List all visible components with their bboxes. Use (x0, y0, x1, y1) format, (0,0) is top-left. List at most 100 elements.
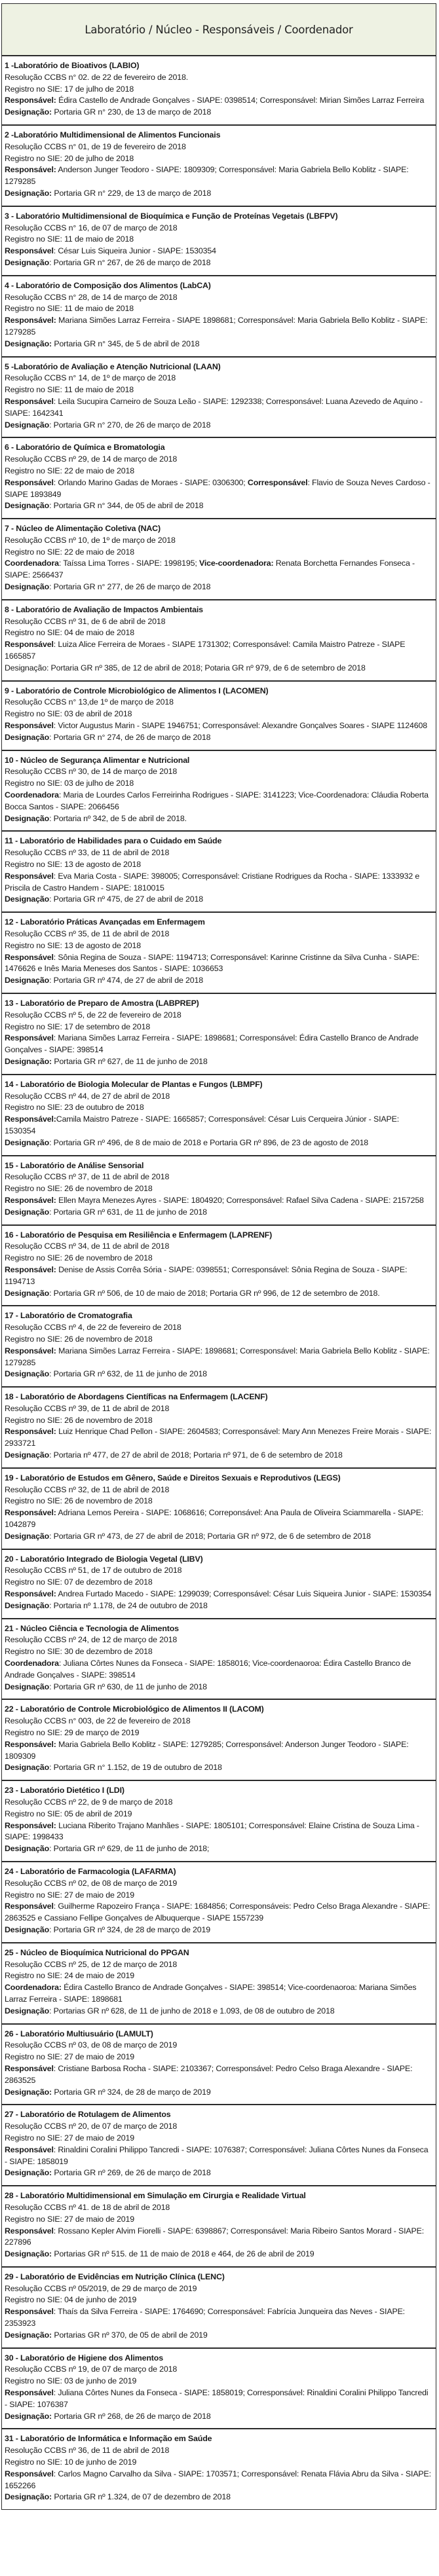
field-value: : Portaria GR n° 274, de 26 de março de … (49, 732, 211, 742)
lab-detail-line: Designação: Portaria GR n° 1.152, de 19 … (5, 1762, 432, 1774)
table-row: 17 - Laboratório de Cromatografia Resoluç… (2, 1306, 436, 1388)
lab-detail-line: Responsável: Maria Gabriela Bello Koblit… (5, 1739, 432, 1763)
field-value: Registro no SIE: 13 de agosto de 2018 (5, 860, 141, 870)
field-value: Andrea Furtado Macedo - SIAPE: 1299039; … (56, 1589, 432, 1599)
field-label: Designação: (5, 2330, 52, 2340)
field-label: Responsável (5, 477, 54, 487)
lab-detail-line: Resolução CCBS nº 4, de 22 de fevereiro … (5, 1322, 432, 1334)
field-value: Resolução CCBS nº 34, de 11 de abril de … (5, 1242, 170, 1251)
field-value: Portaria GR nº 324, de 28 de março de 20… (52, 2087, 211, 2097)
lab-detail-line: Resolução CCBS nº 05/2019, de 29 de març… (5, 2283, 432, 2295)
field-label: Designação (5, 894, 50, 904)
field-label: Designação (5, 1600, 50, 1610)
field-value: : Sônia Regina de Souza - SIAPE: 1194713… (5, 952, 419, 974)
lab-title: 19 - Laboratório de Estudos em Gênero, S… (5, 1473, 341, 1482)
field-value: Ellen Mayra Menezes Ayres - SIAPE: 18049… (56, 1195, 424, 1205)
field-value: : Portaria GR nº 474, de 27 de abril de … (49, 976, 203, 985)
field-label: Designação (5, 732, 50, 742)
field-value: Registro no SIE: 27 de maio de 2019 (5, 2052, 134, 2062)
table-row: 23 - Laboratório Dietético I (LDI) Resolu… (2, 1781, 436, 1862)
lab-detail-line: Designação: Portaria GR nº 474, de 27 de… (5, 975, 432, 987)
field-value: Registro no SIE: 22 de maio de 2018 (5, 547, 134, 557)
table-row: 19 - Laboratório de Estudos em Gênero, S… (2, 1469, 436, 1550)
field-value: Registro no SIE: 17 de setembro de 2018 (5, 1021, 151, 1031)
table-row: 16 - Laboratório de Pesquisa em Resiliên… (2, 1226, 436, 1307)
field-value: Registro no SIE: 29 de março de 2019 (5, 1728, 140, 1738)
field-label: Responsável: (5, 1346, 56, 1355)
field-label: Designação (5, 1844, 50, 1854)
field-label: Responsável: (5, 1195, 56, 1205)
lab-detail-line: Coordenadora: Juliana Côrtes Nunes da Fo… (5, 1658, 432, 1682)
lab-detail-line: Resolução CCBS nº 34, de 11 de abril de … (5, 1241, 432, 1253)
field-label: Responsável (5, 640, 54, 650)
field-value: Resolução CCBS nº 05/2019, de 29 de març… (5, 2283, 197, 2293)
lab-detail-line: Responsável: Denise de Assis Corrêa Sóri… (5, 1264, 432, 1288)
lab-detail-line: Resolução CCBS n° 13,de 1º de março de 2… (5, 697, 432, 708)
lab-detail-line: Designação: Portaria GR nº 496, de 8 de … (5, 1137, 432, 1149)
lab-detail-line: Designação: Portaria GR nº 269, de 26 de… (5, 2167, 432, 2179)
field-label: Designação (5, 1207, 50, 1217)
field-label: Responsável: (5, 1264, 56, 1274)
lab-detail-line: Designação: Portaria nº 477, de 27 de ab… (5, 1450, 432, 1462)
field-value: Registro no SIE: 05 de abril de 2019 (5, 1809, 132, 1818)
field-value: Portarias GR nº 515. de 11 de maio de 20… (52, 2249, 315, 2259)
lab-detail-line: Resolução CCBS nº 44, de 27 de abril de … (5, 1091, 432, 1103)
lab-title: 12 - Laboratório Práticas Avançadas em E… (5, 917, 205, 927)
field-value: Resolução CCBS n° 13,de 1º de março de 2… (5, 697, 174, 707)
field-label: Designação: (5, 188, 52, 198)
lab-detail-line: Registro no SIE: 27 de maio de 2019 (5, 1890, 432, 1902)
field-label: Designação (5, 1531, 50, 1541)
lab-detail-line: Registro no SIE: 11 de maio de 2018 (5, 234, 432, 246)
field-value: Luiz Henrique Chad Pellon - SIAPE: 26045… (5, 1427, 432, 1448)
lab-title: 15 - Laboratório de Análise Sensorial (5, 1160, 144, 1170)
lab-detail-line: Responsável: Sônia Regina de Souza - SIA… (5, 952, 432, 976)
field-label: Responsável (5, 2388, 54, 2398)
lab-detail-line: Designação: Portaria GR n° 277, de 26 de… (5, 581, 432, 593)
lab-detail-line: Designação: Portaria GR nº 631, de 11 de… (5, 1207, 432, 1219)
lab-detail-line: Designação: Portaria GR nº 630, de 11 de… (5, 1682, 432, 1693)
lab-detail-line: Responsável: Luiza Alice Ferreira de Mor… (5, 639, 432, 663)
field-value: Portarias GR nº 370, de 05 de abril de 2… (52, 2330, 208, 2340)
field-value: Resolução CCBS nº 4, de 22 de fevereiro … (5, 1323, 181, 1333)
lab-detail-line: Registro no SIE: 11 de maio de 2018 (5, 384, 432, 396)
field-value: : Portaria GR nº 473, de 27 de abril de … (49, 1531, 371, 1541)
field-value: Resolução CCBS nº 10, de 1º de março de … (5, 535, 176, 545)
lab-detail-line: Registro no SIE: 24 de maio de 2019 (5, 1970, 432, 1982)
field-value: Portaria GR nº 627, de 11 de junho de 20… (52, 1056, 208, 1066)
field-label: Designação: (5, 2087, 52, 2097)
field-value: : Leila Sucupira Carneiro de Souza Leão … (5, 396, 423, 418)
field-value: Resolução CCBS nº 30, de 14 de março de … (5, 767, 178, 777)
field-value: Registro no SIE: 27 de maio de 2019 (5, 2133, 134, 2143)
lab-detail-line: Registro no SIE: 26 de novembro de 2018 (5, 1183, 432, 1195)
lab-detail-line: Responsável: Rossano Kepler Alvim Fiorel… (5, 2226, 432, 2249)
field-label: Designação: (5, 339, 52, 348)
table-row: 30 - Laboratório de Higiene dos Alimento… (2, 2349, 436, 2430)
field-value: : Eva Maria Costa - SIAPE: 398005; Corre… (5, 871, 420, 892)
field-label: Coordenadora (5, 1659, 59, 1668)
lab-detail-line: Responsável: Cristiane Barbosa Rocha - S… (5, 2063, 432, 2087)
table-row: 18 - Laboratório de Abordagens Científic… (2, 1388, 436, 1469)
field-value: : Guilherme Rapozeiro França - SIAPE: 16… (5, 1902, 430, 1923)
lab-detail-line: Designação: Portaria GR n° 344, de 05 de… (5, 500, 432, 512)
lab-detail-line: Registro no SIE: 03 de abril de 2018 (5, 708, 432, 720)
lab-detail-line: Designação: Portarias GR nº 370, de 05 d… (5, 2330, 432, 2342)
lab-title: 17 - Laboratório de Cromatografia (5, 1311, 132, 1321)
lab-detail-line: Registro no SIE: 27 de maio de 2019 (5, 2052, 432, 2063)
field-value: Registro no SIE: 27 de maio de 2019 (5, 2214, 134, 2224)
field-label: Designação (5, 1682, 50, 1691)
lab-detail-line: Responsável: César Luis Siqueira Junior … (5, 246, 432, 257)
lab-title: 8 - Laboratório de Avaliação de Impactos… (5, 604, 203, 614)
field-value: Resolução CCBS nº 02, de 08 de março de … (5, 1878, 178, 1888)
lab-detail-line: Resolução CCBS nº 29, de 14 de março de … (5, 454, 432, 466)
field-value: Mariana Simões Larraz Ferreira - SIAPE 1… (5, 316, 428, 337)
lab-detail-line: Responsável: Luiz Henrique Chad Pellon -… (5, 1426, 432, 1450)
field-label: Responsável: (5, 1427, 56, 1437)
field-value: Resolução CCBS nº 03, de 08 de março de … (5, 2040, 178, 2050)
table-row: 14 - Laboratório de Biologia Molecular d… (2, 1075, 436, 1156)
lab-detail-line: Responsável: Leila Sucupira Carneiro de … (5, 396, 432, 420)
lab-title: 10 - Núcleo de Segurança Alimentar e Nut… (5, 755, 190, 765)
lab-detail-line: Responsável: Guilherme Rapozeiro França … (5, 1901, 432, 1924)
field-value: Registro no SIE: 30 de dezembro de 2018 (5, 1647, 153, 1657)
field-value: Renata Borchetta Fernandes Fonseca - SIA… (5, 559, 415, 580)
field-label: Coordenadora: (5, 1983, 62, 1993)
